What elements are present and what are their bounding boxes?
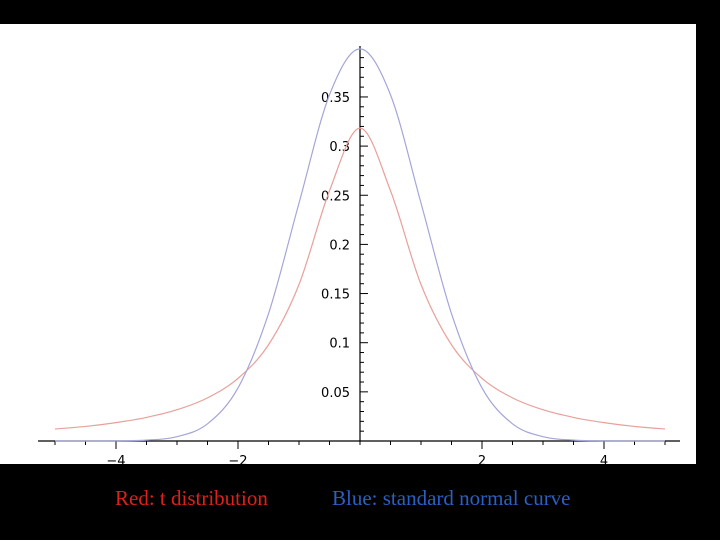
chart-title: Student T Distribution with 1 degrees of…	[150, 0, 570, 15]
y-tick-label: 0.3	[329, 140, 350, 155]
x-tick-label: −4	[106, 454, 125, 464]
y-tick-label: 0.2	[329, 238, 350, 253]
y-tick-label: 0.35	[321, 91, 350, 106]
y-tick-label: 0.1	[329, 337, 350, 352]
x-tick-label: 4	[600, 454, 608, 464]
caption-red-label: Red: t distribution	[115, 486, 268, 510]
x-tick-label: 2	[478, 454, 486, 464]
plot-panel: −4 −2 2 4 0.05 0.1 0.15 0.2 0.25 0.3 0.35	[0, 24, 696, 464]
t-distribution-line	[54, 127, 666, 430]
chart-plot: −4 −2 2 40.050.10.150.20.250.30.35	[38, 46, 680, 464]
caption-blue-label: Blue: standard normal curve	[332, 486, 571, 510]
normal-curve-line	[54, 48, 666, 442]
y-tick-label: 0.15	[321, 288, 350, 303]
y-tick-label: 0.05	[321, 386, 350, 401]
x-tick-label: −2	[228, 454, 247, 464]
